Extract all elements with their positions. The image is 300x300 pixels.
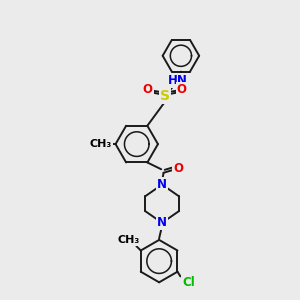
Text: N: N <box>157 178 167 191</box>
Text: CH₃: CH₃ <box>90 139 112 149</box>
Text: O: O <box>142 83 153 96</box>
Text: S: S <box>160 89 170 103</box>
Text: N: N <box>157 216 167 229</box>
Text: CH₃: CH₃ <box>118 235 140 245</box>
Text: O: O <box>177 83 187 96</box>
Text: HN: HN <box>168 74 188 87</box>
Text: O: O <box>173 162 183 175</box>
Text: Cl: Cl <box>182 276 195 289</box>
